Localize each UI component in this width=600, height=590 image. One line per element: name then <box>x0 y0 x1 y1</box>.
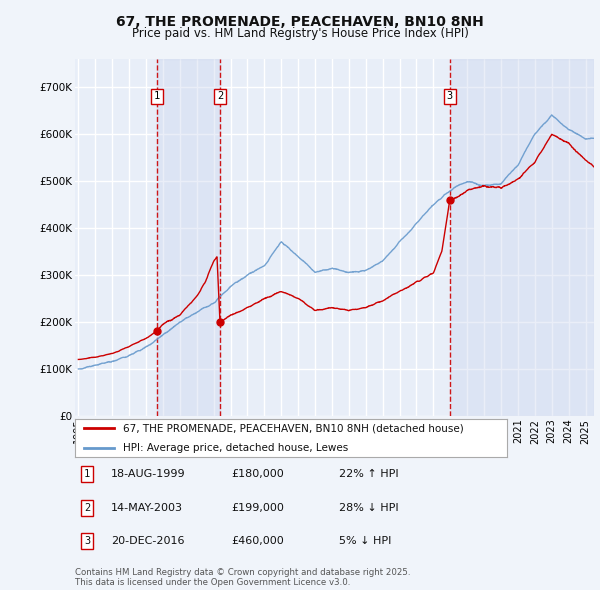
Text: 14-MAY-2003: 14-MAY-2003 <box>111 503 183 513</box>
Text: 18-AUG-1999: 18-AUG-1999 <box>111 469 185 479</box>
Text: 20-DEC-2016: 20-DEC-2016 <box>111 536 185 546</box>
Text: £180,000: £180,000 <box>231 469 284 479</box>
Text: Contains HM Land Registry data © Crown copyright and database right 2025.
This d: Contains HM Land Registry data © Crown c… <box>75 568 410 587</box>
Text: 1: 1 <box>84 469 90 479</box>
Text: Price paid vs. HM Land Registry's House Price Index (HPI): Price paid vs. HM Land Registry's House … <box>131 27 469 40</box>
Text: £199,000: £199,000 <box>231 503 284 513</box>
Text: HPI: Average price, detached house, Lewes: HPI: Average price, detached house, Lewe… <box>122 442 348 453</box>
Text: 1: 1 <box>154 91 160 101</box>
Text: 3: 3 <box>446 91 453 101</box>
Bar <box>450 59 594 416</box>
Text: £460,000: £460,000 <box>231 536 284 546</box>
Text: 2: 2 <box>84 503 90 513</box>
Text: 28% ↓ HPI: 28% ↓ HPI <box>339 503 398 513</box>
Text: 2: 2 <box>217 91 223 101</box>
Text: 3: 3 <box>84 536 90 546</box>
Text: 5% ↓ HPI: 5% ↓ HPI <box>339 536 391 546</box>
Text: 67, THE PROMENADE, PEACEHAVEN, BN10 8NH: 67, THE PROMENADE, PEACEHAVEN, BN10 8NH <box>116 15 484 29</box>
Text: 22% ↑ HPI: 22% ↑ HPI <box>339 469 398 479</box>
Bar <box>157 59 220 416</box>
Text: 67, THE PROMENADE, PEACEHAVEN, BN10 8NH (detached house): 67, THE PROMENADE, PEACEHAVEN, BN10 8NH … <box>122 424 463 434</box>
